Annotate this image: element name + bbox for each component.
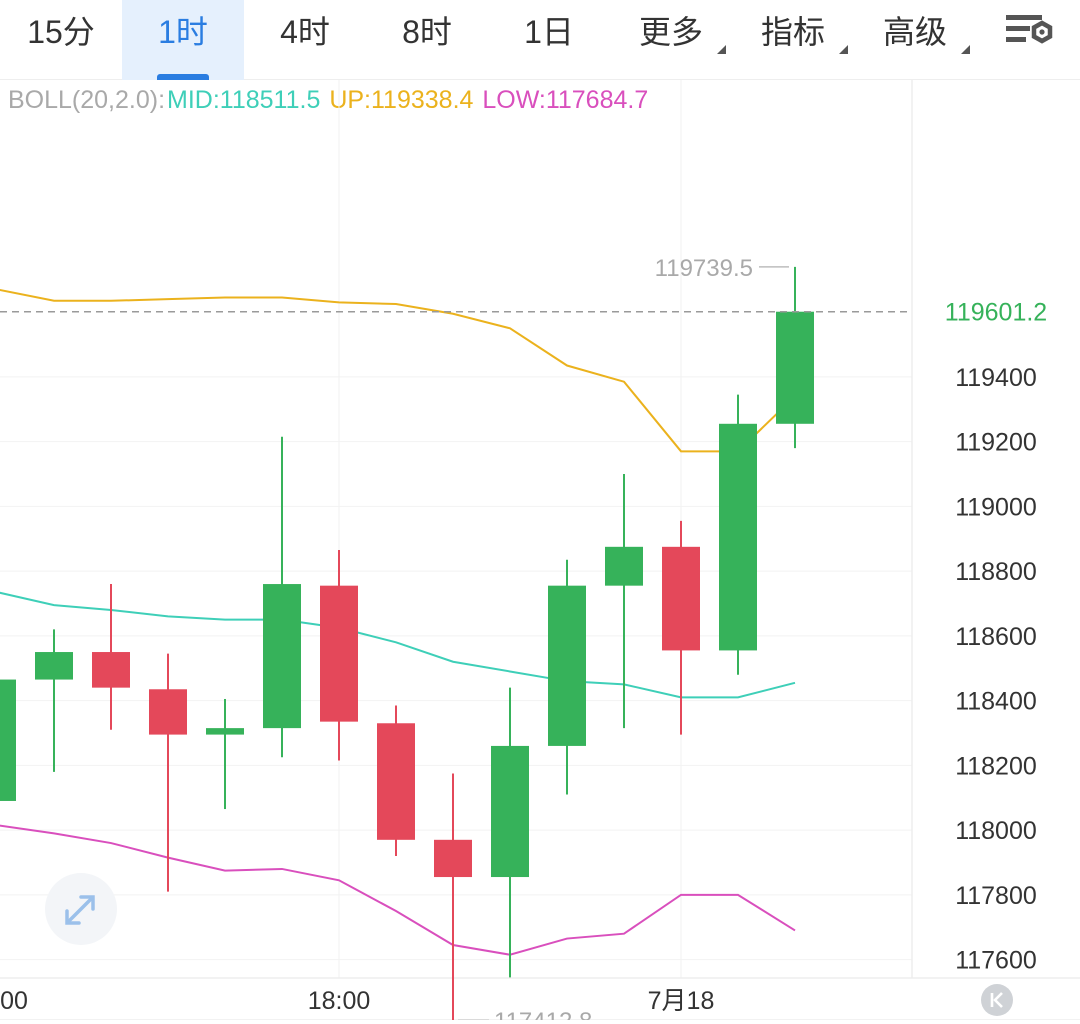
boll-legend-name: BOLL(20,2.0): bbox=[8, 86, 166, 114]
boll-mid-line bbox=[0, 591, 796, 699]
candlestick-chart[interactable]: 119601.2 119739.5 117412.8 119400 119200 1190… bbox=[0, 80, 1080, 1020]
x-tick-label: 18:00 bbox=[308, 987, 371, 1015]
tab-label: 8时 bbox=[402, 14, 452, 50]
tab-label: 15分 bbox=[27, 14, 95, 50]
tab-4[interactable]: 1日 bbox=[488, 0, 610, 80]
candle-body bbox=[434, 839, 472, 878]
boll-low-line bbox=[0, 824, 796, 956]
timeframe-tab-bar: 15分 1时 4时 8时 1日 更多 指标 高级 bbox=[0, 0, 1080, 80]
expand-arrows-icon bbox=[65, 895, 95, 925]
high-marker-label: 119739.5 bbox=[655, 255, 753, 282]
y-tick-label: 119200 bbox=[955, 429, 1037, 457]
candle-body bbox=[320, 585, 358, 722]
candle-body bbox=[776, 311, 814, 424]
boll-legend-mid: MID:118511.5 bbox=[167, 86, 321, 114]
tab-label: 指标 bbox=[760, 14, 825, 50]
candle-body bbox=[605, 546, 643, 586]
dropdown-triangle-icon bbox=[839, 45, 848, 54]
x-tick-label: 7月18 bbox=[648, 987, 715, 1015]
candle-body bbox=[206, 728, 244, 735]
y-tick-label: 118000 bbox=[955, 817, 1037, 845]
candle-body bbox=[149, 689, 187, 735]
tab-3[interactable]: 8时 bbox=[366, 0, 488, 80]
last-price-label-bg bbox=[913, 290, 1080, 333]
collapse-panel-button[interactable] bbox=[981, 984, 1013, 1016]
low-marker-label: 117412.8 bbox=[494, 1008, 592, 1020]
boll-legend: BOLL(20,2.0):MID:118511.5 UP:119338.4 LO… bbox=[8, 86, 650, 115]
tab-label: 1日 bbox=[524, 14, 574, 50]
tab-7[interactable]: 高级 bbox=[854, 0, 976, 80]
settings-sliders-icon bbox=[1006, 15, 1053, 44]
tab-0[interactable]: 15分 bbox=[0, 0, 122, 80]
tab-5[interactable]: 更多 bbox=[610, 0, 732, 80]
tab-label: 1时 bbox=[158, 14, 208, 50]
candle-body bbox=[35, 652, 73, 680]
tab-2[interactable]: 4时 bbox=[244, 0, 366, 80]
tab-label: 更多 bbox=[638, 14, 703, 50]
boll-legend-up: UP:119338.4 bbox=[329, 86, 474, 114]
candle-body bbox=[263, 584, 301, 729]
y-tick-label: 118600 bbox=[955, 623, 1037, 651]
candle-body bbox=[377, 723, 415, 840]
active-tab-indicator bbox=[157, 74, 209, 80]
expand-chart-button[interactable] bbox=[45, 873, 117, 945]
dropdown-triangle-icon bbox=[961, 45, 970, 54]
chart-settings-button[interactable] bbox=[1000, 6, 1060, 56]
tab-6[interactable]: 指标 bbox=[732, 0, 854, 80]
tab-label: 4时 bbox=[280, 14, 330, 50]
candle-body bbox=[92, 652, 130, 688]
boll-legend-low: LOW:117684.7 bbox=[482, 86, 649, 114]
tab-label: 高级 bbox=[882, 14, 947, 50]
y-tick-label: 119400 bbox=[955, 364, 1037, 392]
candle-body bbox=[491, 745, 529, 878]
y-tick-label: 118200 bbox=[955, 752, 1037, 780]
y-tick-label: 117800 bbox=[955, 882, 1037, 910]
y-tick-label: 119000 bbox=[955, 493, 1037, 521]
collapse-k-icon bbox=[990, 992, 1003, 1008]
candle-body bbox=[719, 423, 757, 651]
x-tick-label: 00 bbox=[0, 987, 28, 1015]
candle-body bbox=[548, 585, 586, 746]
candle-body bbox=[0, 679, 16, 801]
boll-up-line bbox=[0, 289, 796, 453]
tab-1[interactable]: 1时 bbox=[122, 0, 244, 80]
y-tick-label: 117600 bbox=[955, 947, 1037, 975]
y-tick-label: 118800 bbox=[955, 558, 1037, 586]
dropdown-triangle-icon bbox=[717, 45, 726, 54]
y-tick-label: 118400 bbox=[955, 688, 1037, 716]
candle-body bbox=[662, 546, 700, 651]
last-price-label: 119601.2 bbox=[945, 299, 1047, 327]
